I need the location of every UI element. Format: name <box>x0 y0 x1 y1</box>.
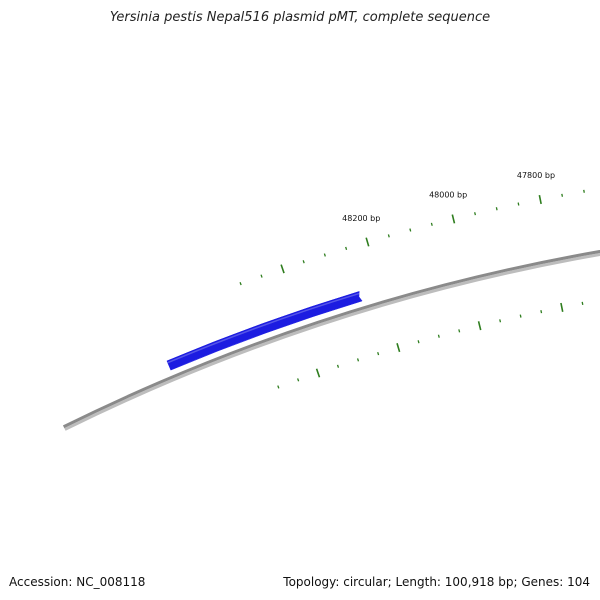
minor-tick <box>430 222 433 226</box>
gene-track: YPN_MT0046 <box>166 291 363 371</box>
minor-tick <box>499 319 502 323</box>
minor-tick <box>277 385 280 389</box>
outer-tick-ring <box>239 189 585 286</box>
minor-tick <box>345 246 348 250</box>
major-tick <box>396 343 401 353</box>
major-tick <box>560 302 564 312</box>
minor-tick <box>409 228 412 232</box>
forward-gene-arrow[interactable] <box>166 291 363 371</box>
minor-tick <box>323 253 326 257</box>
minor-tick <box>540 310 543 314</box>
major-tick <box>538 194 542 205</box>
accession-label: Accession: NC_008118 <box>9 575 146 589</box>
major-tick <box>280 264 285 274</box>
minor-tick <box>437 334 440 338</box>
minor-tick <box>581 301 584 305</box>
minor-tick <box>417 340 420 344</box>
inner-tick-ring <box>277 301 584 389</box>
minor-tick <box>495 207 498 211</box>
ruler-label: 47800 bp <box>517 171 555 180</box>
minor-tick <box>297 378 300 382</box>
minor-tick <box>387 234 390 238</box>
ruler-label: 48000 bp <box>429 191 467 200</box>
plasmid-backbone-shadow <box>64 253 600 431</box>
minor-tick <box>474 212 477 216</box>
minor-tick <box>356 358 360 362</box>
minor-tick <box>302 260 305 264</box>
minor-tick <box>260 274 263 278</box>
major-tick <box>451 214 456 224</box>
major-tick <box>365 237 370 247</box>
minor-tick <box>519 314 522 318</box>
minor-tick <box>239 282 242 286</box>
major-tick <box>315 368 321 378</box>
minor-tick <box>336 364 340 368</box>
minor-tick <box>583 189 585 193</box>
major-tick <box>477 321 482 331</box>
minor-tick <box>561 193 564 197</box>
ruler-label: 48200 bp <box>342 214 380 223</box>
minor-tick <box>517 202 520 206</box>
topology-summary: Topology: circular; Length: 100,918 bp; … <box>283 575 590 589</box>
gene-highlight <box>167 292 361 364</box>
minor-tick <box>377 351 380 356</box>
map-title: Yersinia pestis Nepal516 plasmid pMT, co… <box>109 10 491 25</box>
minor-tick <box>458 329 461 333</box>
plasmid-backbone <box>62 249 600 429</box>
